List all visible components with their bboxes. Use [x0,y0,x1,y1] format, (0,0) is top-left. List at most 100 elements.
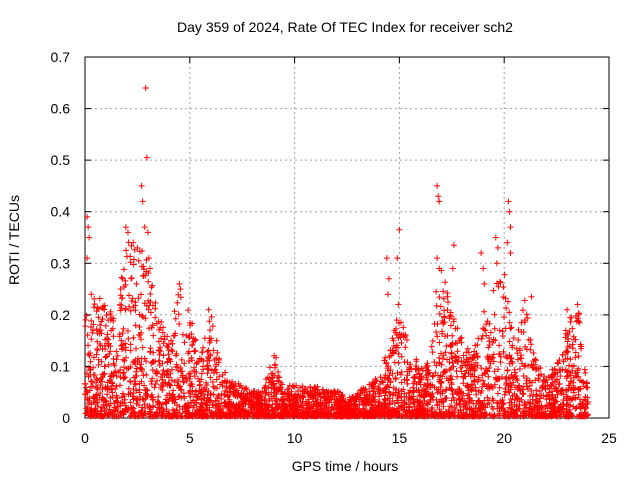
data-point [119,394,126,401]
data-point [472,359,479,366]
data-point [274,397,281,404]
data-point [513,373,520,380]
data-point [302,409,309,416]
data-point [314,402,321,409]
data-point [174,364,181,371]
data-point [149,282,156,289]
data-point [549,366,556,373]
data-point [537,413,544,420]
data-point [502,325,509,332]
data-point [395,301,402,308]
data-point [553,376,560,383]
data-point [222,387,229,394]
data-point [146,302,153,309]
data-point [269,370,276,377]
data-point [152,314,159,321]
data-point [514,356,521,363]
data-point [419,367,426,374]
data-point [511,369,518,376]
data-point [542,413,549,420]
data-point [577,401,584,408]
data-point [537,404,544,411]
data-point [390,391,397,398]
data-point [276,402,283,409]
data-point [363,409,370,416]
data-point [169,397,176,404]
data-point [495,366,502,373]
data-point [230,389,237,396]
data-point [398,339,405,346]
data-point [89,383,96,390]
data-point [481,280,488,287]
data-point [216,406,223,413]
data-point [505,298,512,305]
data-point [562,367,569,374]
data-point [93,392,100,399]
x-tick-label: 10 [287,430,303,446]
data-point [538,384,545,391]
data-point [483,366,490,373]
data-point [210,383,217,390]
data-point [375,386,382,393]
data-point [510,335,517,342]
data-point [463,382,470,389]
data-point [433,288,440,295]
data-point [484,394,491,401]
data-point [128,275,135,282]
data-point [453,367,460,374]
data-point [446,413,453,420]
data-point [483,332,490,339]
data-point [563,386,570,393]
data-point [506,338,513,345]
data-point [179,406,186,413]
data-point [555,388,562,395]
y-tick-label: 0.7 [51,49,71,65]
data-point [188,399,195,406]
data-point [211,384,218,391]
data-point [459,397,466,404]
data-point [84,213,91,220]
data-point [400,324,407,331]
data-point [422,408,429,415]
data-point [548,374,555,381]
data-point [100,303,107,310]
data-point [485,344,492,351]
data-point [381,413,388,420]
data-point [567,314,574,321]
data-point [507,224,514,231]
data-point [97,322,104,329]
data-point [532,366,539,373]
data-point [434,402,441,409]
data-point [447,322,454,329]
data-point [97,340,104,347]
data-point [507,375,514,382]
data-point [85,400,92,407]
data-point [447,343,454,350]
data-point [382,392,389,399]
data-point [425,412,432,419]
data-point [489,395,496,402]
data-point [241,395,248,402]
data-point [555,360,562,367]
data-point [159,324,166,331]
data-point [247,398,254,405]
data-point [169,377,176,384]
data-point [147,309,154,316]
data-point [338,406,345,413]
data-point [138,407,145,414]
data-point [183,374,190,381]
data-point [501,314,508,321]
data-point [113,348,120,355]
data-point [557,373,564,380]
data-point [86,366,93,373]
data-point [282,391,289,398]
data-point [469,386,476,393]
data-point [508,408,515,415]
data-point [169,392,176,399]
data-point [181,393,188,400]
data-point [433,396,440,403]
data-point [408,365,415,372]
data-point [132,307,139,314]
data-point [494,390,501,397]
data-point [439,318,446,325]
